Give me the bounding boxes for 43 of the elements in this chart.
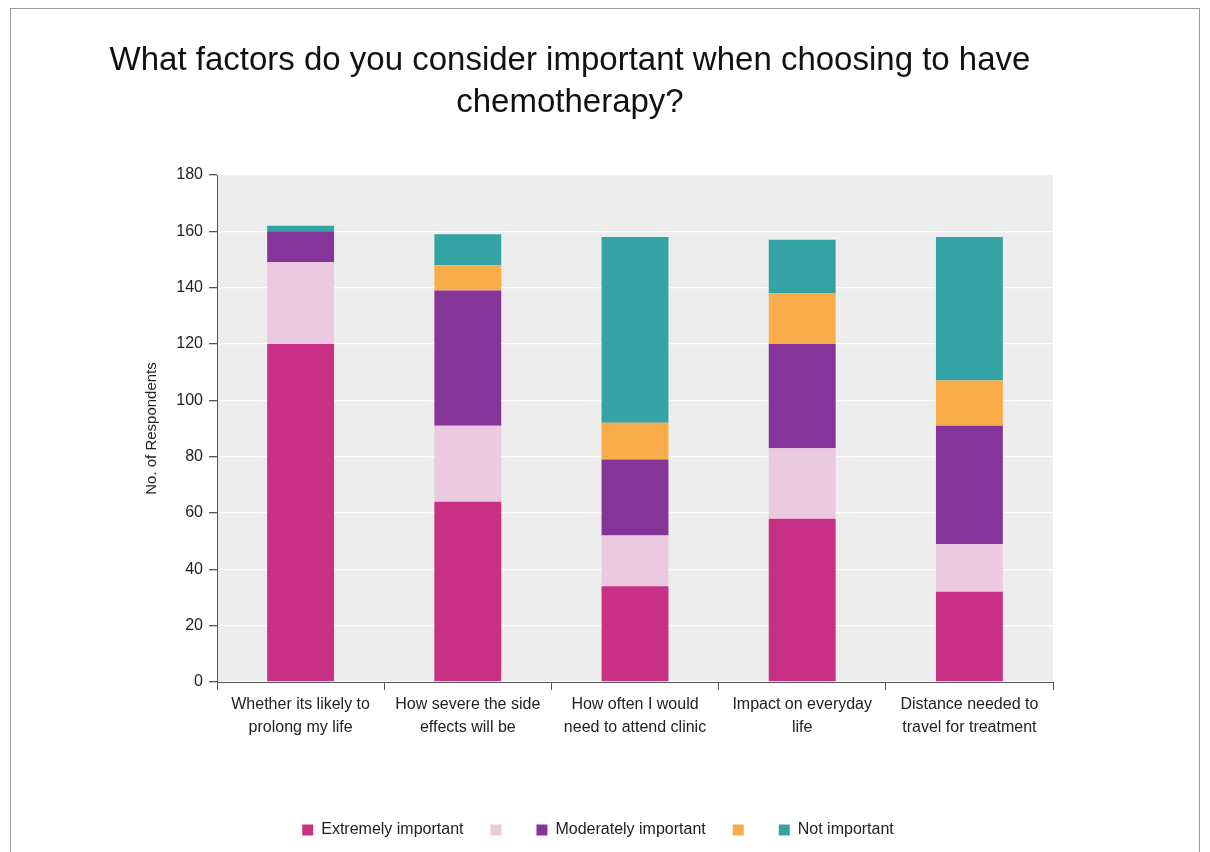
x-tick-label: How severe the side effects will be (395, 695, 541, 736)
chart-title: What factors do you consider important when choosing to have chemotherapy? (108, 39, 1032, 121)
y-tick-label: 100 (176, 390, 204, 408)
bar (768, 518, 836, 682)
bar (434, 265, 502, 291)
bar (434, 290, 502, 426)
y-tick-label: 80 (185, 447, 204, 465)
bar (601, 422, 669, 460)
bar (935, 543, 1003, 592)
y-tick-label: 120 (176, 334, 204, 352)
bar (768, 448, 836, 519)
y-tick-label: 160 (176, 221, 204, 239)
bar (434, 234, 502, 266)
y-tick-label: 20 (185, 616, 204, 634)
legend-label: Extremely important (321, 820, 465, 838)
x-tick-label: Distance needed to travel for treatment (900, 695, 1039, 736)
bar (601, 459, 669, 536)
bar (267, 262, 335, 344)
y-tick-label: 0 (194, 672, 204, 690)
bar (768, 344, 836, 449)
bar (434, 425, 502, 502)
bar (601, 586, 669, 682)
bar (434, 501, 502, 682)
bar (267, 344, 335, 682)
x-tick-label: Impact on everyday life (732, 695, 873, 736)
y-axis-title: No. of Respondents (142, 362, 160, 495)
bar (935, 236, 1003, 381)
bar (601, 236, 669, 423)
bar (267, 231, 335, 263)
y-tick-label: 60 (185, 503, 204, 521)
y-tick-label: 140 (176, 278, 204, 296)
x-tick-label: Whether its likely to prolong my life (231, 695, 371, 736)
bar (935, 380, 1003, 426)
legend-label: Not important (797, 820, 895, 838)
bar (601, 535, 669, 587)
bar (768, 239, 836, 294)
legend-label: Moderately important (555, 820, 707, 838)
y-tick-label: 180 (176, 165, 204, 183)
bar (935, 425, 1003, 544)
bar (768, 293, 836, 344)
bar (935, 591, 1003, 682)
y-tick-label: 40 (185, 559, 204, 577)
x-tick-label: How often I would need to attend clinic (563, 695, 707, 736)
